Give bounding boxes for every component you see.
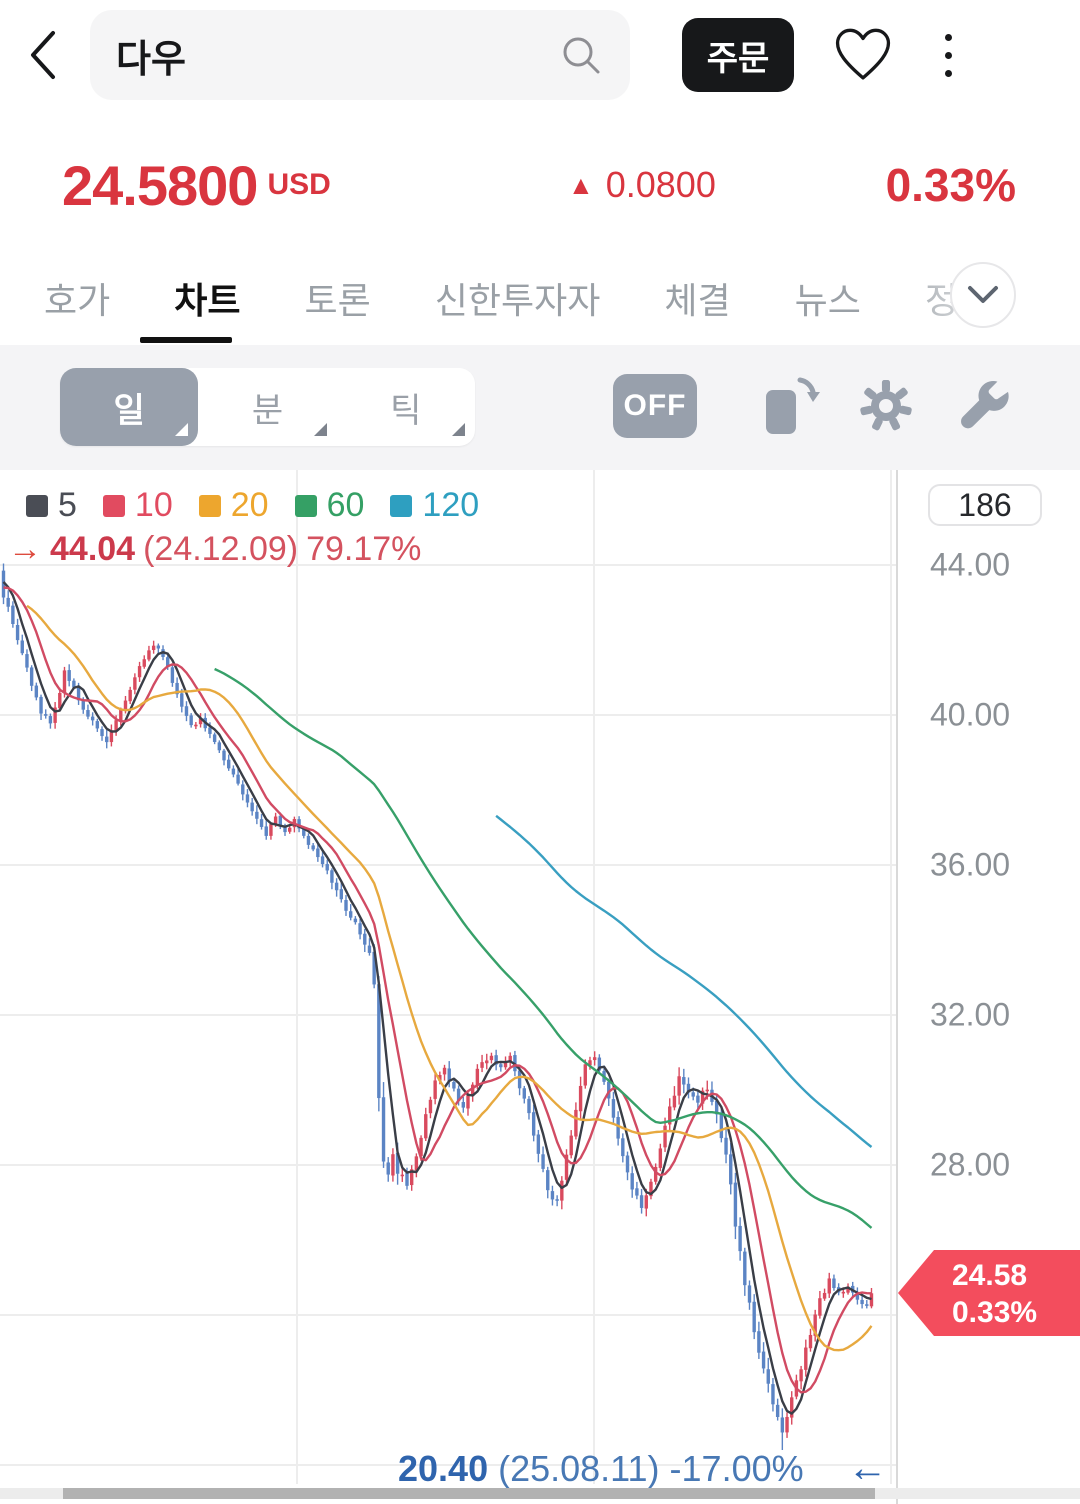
current-price-tag: 24.58 0.33% xyxy=(898,1250,1080,1336)
tab-신한투자자[interactable]: 신한투자자 xyxy=(434,279,601,321)
legend-label: 5 xyxy=(58,486,77,524)
legend-swatch xyxy=(390,494,413,517)
tab-토론[interactable]: 토론 xyxy=(304,279,371,321)
ma-line-5 xyxy=(2,581,872,1415)
legend-item-ma120: 120 xyxy=(390,486,479,525)
chevron-down-icon xyxy=(968,286,998,303)
dropdown-corner-icon xyxy=(451,423,465,436)
chevron-left-icon xyxy=(31,31,55,79)
y-axis-tick: 28.00 xyxy=(930,1146,1011,1183)
kebab-dot xyxy=(944,33,952,41)
tabs-expand-button[interactable] xyxy=(950,262,1016,328)
tab-체결[interactable]: 체결 xyxy=(664,279,731,321)
low-value: 20.40 xyxy=(398,1447,489,1489)
legend-label: 10 xyxy=(134,486,173,524)
dropdown-corner-icon xyxy=(313,423,327,436)
chart-area[interactable]: 5 10 20 60 120 → 44.04 (24.12.09) 79.17% 186… xyxy=(0,470,1080,1504)
legend-swatch xyxy=(102,494,125,517)
legend-swatch xyxy=(294,494,317,517)
search-icon[interactable] xyxy=(558,32,604,78)
dropdown-corner-icon xyxy=(175,423,189,436)
legend-label: 20 xyxy=(230,486,269,524)
low-date: (25.08.11) xyxy=(498,1447,660,1489)
ma-line-20 xyxy=(26,604,873,1352)
tools-button[interactable] xyxy=(944,366,1024,446)
high-percent: 79.17% xyxy=(306,530,422,568)
arrow-left-icon: ← xyxy=(847,1446,888,1490)
rotate-screen-icon xyxy=(766,377,820,434)
legend-label: 120 xyxy=(422,486,480,524)
settings-button[interactable] xyxy=(846,366,926,446)
heart-icon xyxy=(835,28,891,80)
tabs-list: 호가차트토론신한투자자체결뉴스정 xyxy=(0,250,990,345)
y-axis-tick: 40.00 xyxy=(930,696,1011,733)
legend-label: 60 xyxy=(326,486,365,524)
tab-차트[interactable]: 차트 xyxy=(174,279,241,321)
current-price: 24.5800 xyxy=(62,153,258,217)
change-value: 0.0800 xyxy=(605,164,716,205)
high-value: 44.04 xyxy=(50,530,136,568)
tab-뉴스[interactable]: 뉴스 xyxy=(794,279,861,321)
currency-label: USD xyxy=(267,168,331,201)
y-axis-tick: 36.00 xyxy=(930,846,1011,883)
section-tabs: 호가차트토론신한투자자체결뉴스정 xyxy=(0,250,1080,345)
chart-scrollbar-thumb[interactable] xyxy=(63,1488,875,1499)
favorite-button[interactable] xyxy=(826,18,900,92)
period-option-일[interactable]: 일 xyxy=(60,368,199,446)
active-tab-underline xyxy=(140,337,232,343)
ma-line-120 xyxy=(495,814,873,1148)
period-option-틱[interactable]: 틱 xyxy=(337,368,475,446)
legend-swatch xyxy=(198,494,221,517)
ma-legend: 5 10 20 60 120 xyxy=(26,486,479,525)
high-date: (24.12.09) xyxy=(143,530,299,568)
tag-price: 24.58 xyxy=(952,1259,1028,1292)
ma-line-10 xyxy=(3,586,872,1394)
ma-line-60 xyxy=(214,667,873,1229)
period-high-annotation: → 44.04 (24.12.09) 79.17% xyxy=(8,530,421,569)
order-button[interactable]: 주문 xyxy=(682,18,794,92)
tab-호가[interactable]: 호가 xyxy=(44,279,111,321)
legend-item-ma10: 10 xyxy=(102,486,173,525)
search-value: 다우 xyxy=(116,38,186,81)
gear-icon xyxy=(860,379,912,431)
kebab-dot xyxy=(944,51,952,59)
low-percent: -17.00% xyxy=(669,1447,804,1489)
y-axis-tick: 44.00 xyxy=(930,546,1011,583)
legend-item-ma20: 20 xyxy=(198,486,269,525)
up-triangle-icon: ▲ xyxy=(568,169,594,200)
price-change: ▲ 0.0800 xyxy=(568,164,716,206)
chart-scrollbar-track[interactable] xyxy=(0,1488,1080,1499)
wrench-icon xyxy=(961,381,1009,429)
legend-item-ma60: 60 xyxy=(294,486,365,525)
arrow-right-icon: → xyxy=(8,530,42,568)
period-option-분[interactable]: 분 xyxy=(198,368,336,446)
change-percent: 0.33% xyxy=(885,159,1016,211)
tag-percent: 0.33% xyxy=(952,1296,1038,1329)
y-axis-tick: 32.00 xyxy=(930,996,1011,1033)
legend-swatch xyxy=(26,494,48,517)
app-header: 다우 주문 xyxy=(0,0,1080,110)
legend-item-ma5: 5 xyxy=(26,486,77,525)
back-button[interactable] xyxy=(0,10,90,100)
candle-count-badge: 186 xyxy=(928,484,1042,526)
kebab-dot xyxy=(944,69,952,77)
search-input[interactable]: 다우 xyxy=(90,10,630,100)
rotate-screen-button[interactable] xyxy=(748,366,828,446)
candlestick-chart[interactable] xyxy=(0,470,1080,1504)
more-menu-button[interactable] xyxy=(918,18,978,92)
period-low-annotation: 20.40 (25.08.11) -17.00% ← xyxy=(398,1446,888,1491)
quote-summary: 24.5800 USD ▲ 0.0800 0.33% xyxy=(0,140,1080,230)
indicator-off-button[interactable]: OFF xyxy=(613,374,697,438)
